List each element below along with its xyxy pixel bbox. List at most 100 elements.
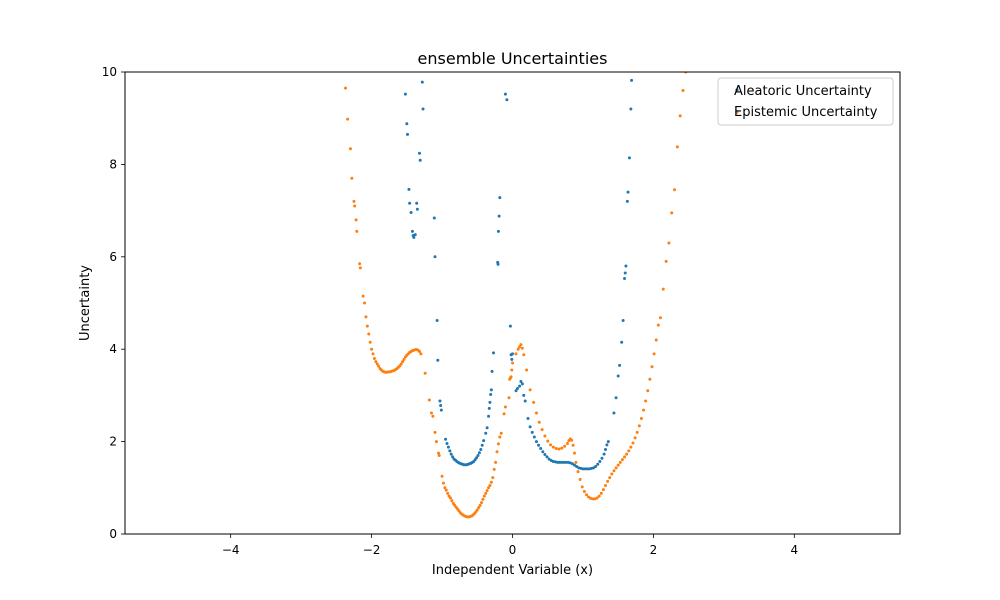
aleatoric-point	[515, 386, 519, 390]
legend-box	[717, 77, 894, 126]
epistemic-point	[494, 460, 498, 464]
epistemic-point	[667, 241, 671, 245]
aleatoric-point	[489, 392, 493, 396]
aleatoric-point	[562, 460, 566, 464]
aleatoric-point	[585, 467, 589, 471]
epistemic-point	[434, 440, 438, 444]
aleatoric-point	[420, 80, 424, 84]
epistemic-point	[631, 441, 635, 445]
aleatoric-point	[480, 443, 484, 447]
x-tick-label: −2	[363, 543, 381, 557]
aleatoric-point	[541, 450, 545, 454]
epistemic-point	[488, 483, 492, 487]
aleatoric-point	[489, 388, 493, 392]
aleatoric-point	[415, 201, 419, 205]
epistemic-point	[551, 445, 555, 449]
y-axis-label: Uncertainty	[78, 265, 93, 341]
aleatoric-point	[510, 357, 514, 361]
epistemic-point	[570, 438, 574, 442]
aleatoric-point	[490, 369, 494, 373]
epistemic-point	[511, 361, 514, 365]
aleatoric-point	[545, 455, 549, 459]
epistemic-point	[519, 343, 523, 347]
epistemic-point	[480, 501, 483, 505]
aleatoric-point	[432, 216, 436, 220]
aleatoric-point	[406, 132, 410, 136]
epistemic-point	[419, 352, 423, 356]
epistemic-point	[540, 428, 544, 432]
x-tick-label: 0	[509, 543, 517, 557]
epistemic-point	[522, 353, 526, 357]
epistemic-point	[423, 371, 427, 375]
epistemic-point	[418, 350, 421, 354]
epistemic-point	[591, 497, 595, 501]
epistemic-point	[440, 474, 444, 478]
aleatoric-point	[623, 271, 627, 275]
epistemic-point	[597, 494, 601, 498]
epistemic-point	[650, 365, 654, 369]
epistemic-point	[518, 345, 522, 349]
x-tick-label: 2	[650, 543, 658, 557]
aleatoric-point	[435, 319, 439, 323]
epistemic-point	[681, 88, 685, 92]
epistemic-point	[664, 259, 668, 263]
epistemic-point	[549, 443, 553, 447]
epistemic-point	[401, 360, 405, 364]
epistemic-point	[599, 491, 603, 495]
epistemic-point	[482, 494, 486, 498]
aleatoric-point	[477, 451, 481, 455]
aleatoric-point	[496, 262, 500, 266]
epistemic-point	[495, 450, 499, 454]
epistemic-point	[507, 396, 511, 400]
aleatoric-point	[446, 445, 450, 449]
epistemic-point	[431, 414, 435, 418]
aleatoric-point	[487, 406, 491, 410]
epistemic-point	[623, 455, 627, 459]
aleatoric-point	[575, 465, 579, 469]
y-tick-label: 6	[109, 250, 117, 264]
epistemic-point	[355, 229, 359, 233]
epistemic-point	[673, 188, 677, 192]
aleatoric-point	[498, 196, 502, 200]
epistemic-point	[652, 352, 656, 356]
points-layer	[344, 72, 688, 519]
epistemic-point	[429, 411, 433, 415]
epistemic-point	[546, 439, 550, 443]
aleatoric-point	[630, 78, 634, 82]
epistemic-point	[367, 332, 371, 336]
aleatoric-point	[605, 443, 609, 447]
epistemic-point	[444, 488, 448, 492]
epistemic-point	[576, 470, 580, 474]
aleatoric-point	[451, 455, 455, 459]
aleatoric-point	[503, 92, 507, 96]
epistemic-point	[604, 483, 607, 487]
aleatoric-point	[407, 187, 411, 191]
epistemic-point	[565, 441, 569, 445]
aleatoric-point	[564, 460, 568, 464]
aleatoric-point	[629, 107, 633, 111]
epistemic-point	[675, 145, 679, 149]
epistemic-point	[560, 446, 564, 450]
epistemic-point	[496, 442, 500, 446]
epistemic-point	[487, 486, 491, 490]
aleatoric-point	[408, 201, 412, 205]
epistemic-point	[625, 452, 629, 456]
aleatoric-point	[592, 466, 596, 470]
aleatoric-point	[482, 439, 486, 443]
legend-marker-aleatoric	[735, 88, 739, 92]
aleatoric-point	[403, 92, 407, 96]
epistemic-point	[377, 364, 381, 368]
aleatoric-point	[624, 264, 628, 268]
epistemic-point	[573, 451, 576, 455]
epistemic-point	[658, 316, 662, 320]
epistemic-point	[525, 368, 529, 372]
aleatoric-point	[616, 374, 620, 378]
epistemic-point	[528, 388, 532, 392]
aleatoric-point	[530, 430, 534, 434]
aleatoric-point	[413, 233, 417, 237]
aleatoric-point	[433, 255, 437, 259]
epistemic-point	[571, 443, 575, 447]
epistemic-point	[633, 436, 637, 440]
epistemic-point	[437, 453, 441, 457]
